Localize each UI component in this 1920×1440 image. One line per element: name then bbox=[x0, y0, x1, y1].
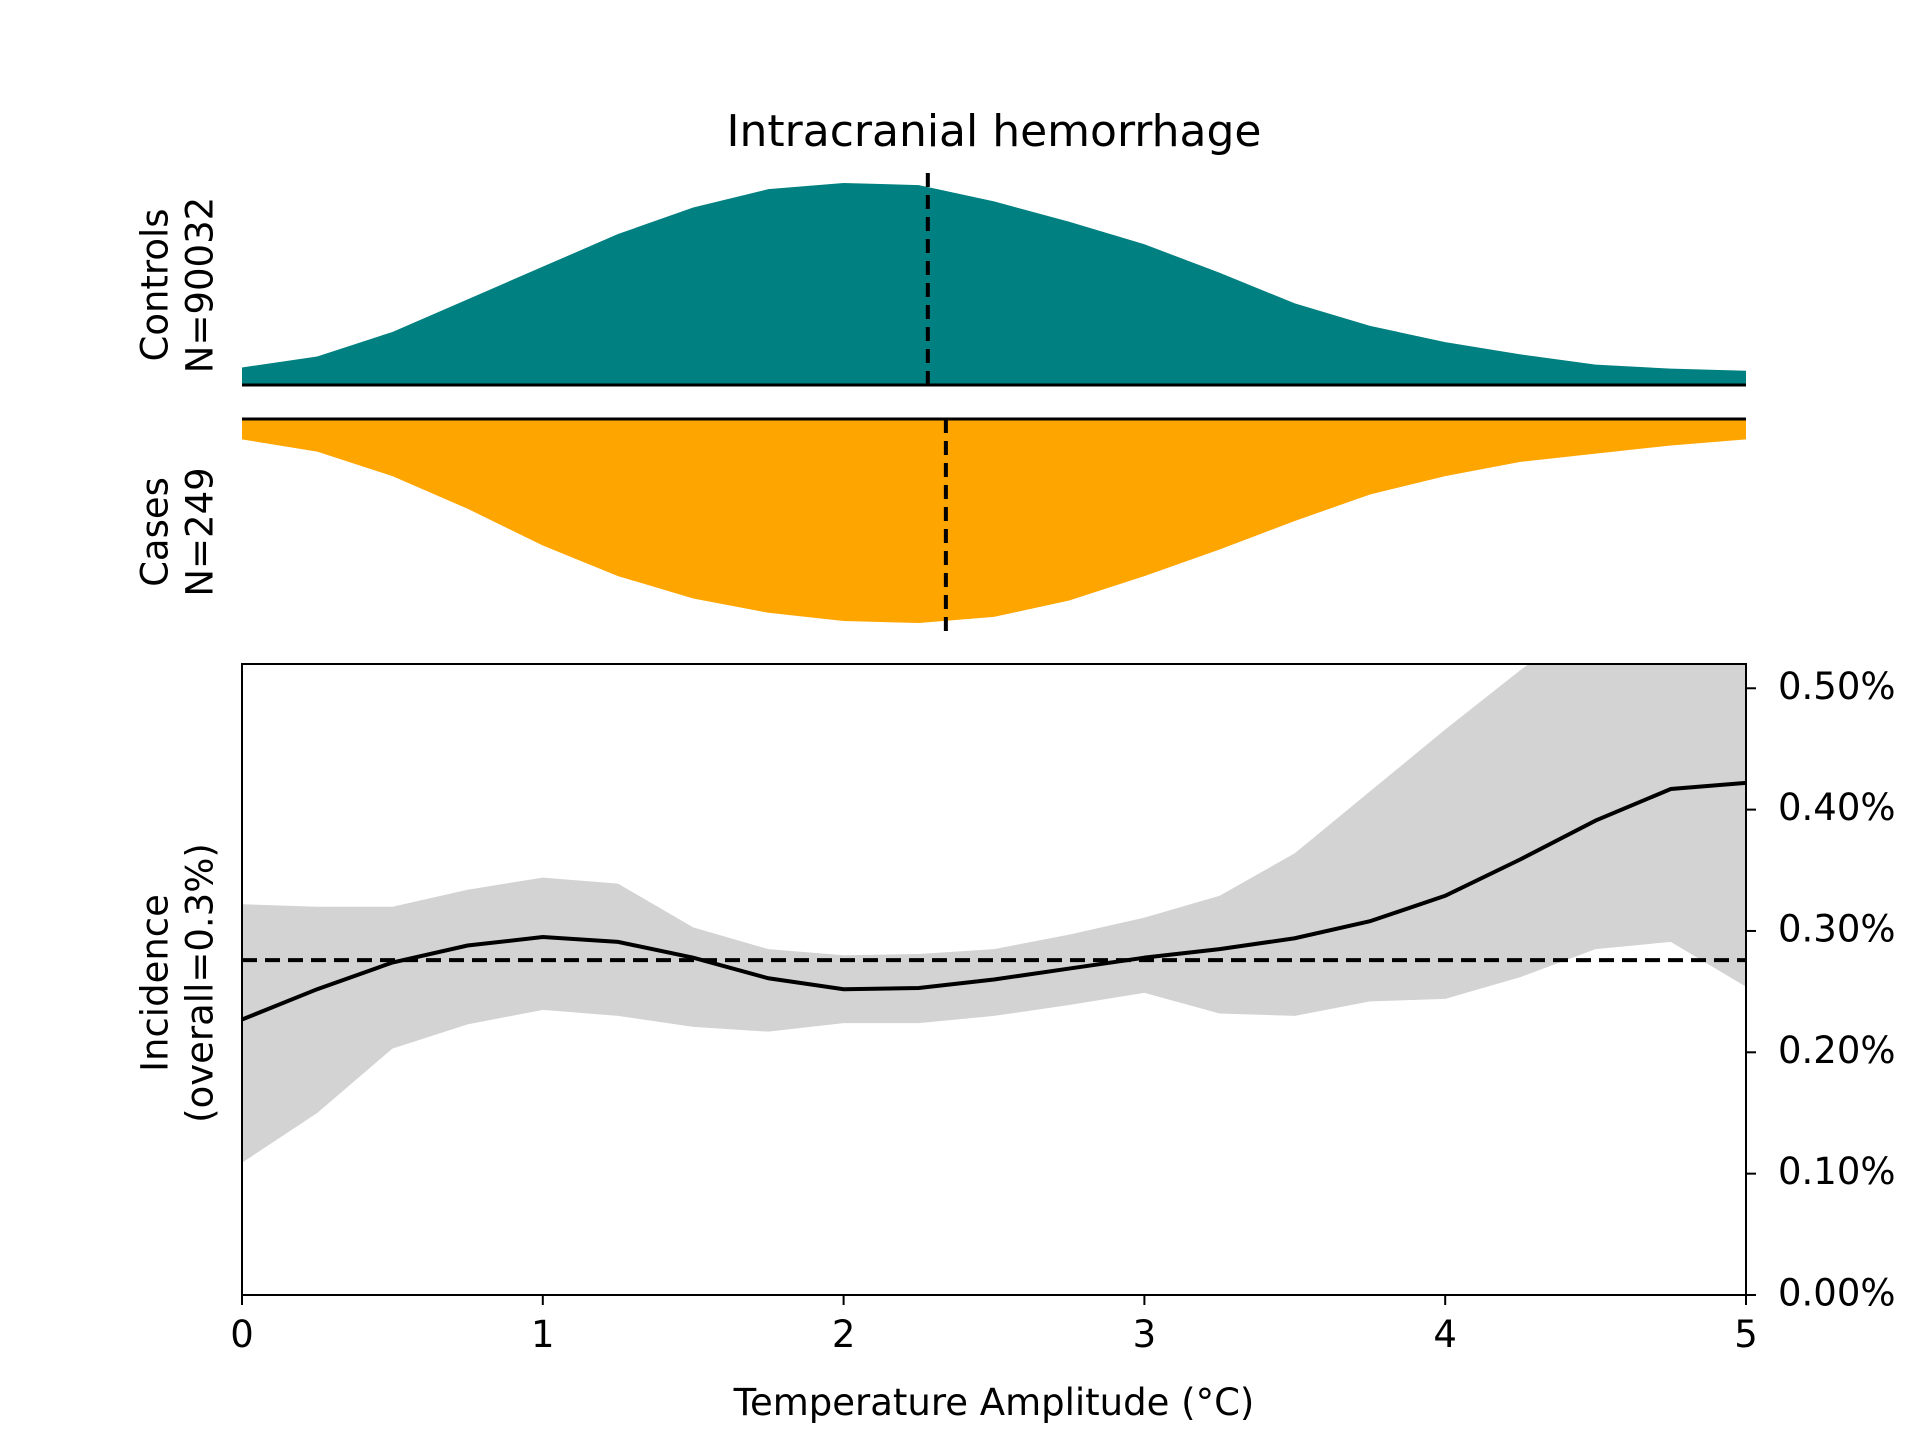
incidence-line bbox=[242, 780, 1746, 1022]
y-tick-label: 0.20% bbox=[1778, 1029, 1896, 1072]
y-axis-label: Incidence bbox=[134, 894, 177, 1072]
x-tick-label: 1 bbox=[531, 1313, 555, 1356]
y-axis-label: Controls bbox=[134, 208, 177, 361]
x-tick-label: 2 bbox=[832, 1313, 856, 1356]
x-tick-label: 4 bbox=[1433, 1313, 1457, 1356]
x-axis-label: Temperature Amplitude (°C) bbox=[733, 1381, 1255, 1424]
plot-area bbox=[242, 664, 1746, 1163]
density-area bbox=[242, 183, 1746, 385]
y-tick-label: 0.30% bbox=[1778, 907, 1896, 950]
y-tick-label: 0.40% bbox=[1778, 786, 1896, 829]
y-tick-label: 0.50% bbox=[1778, 665, 1896, 708]
x-tick-label: 0 bbox=[230, 1313, 254, 1356]
y-axis-label: Cases bbox=[134, 477, 177, 587]
y-tick-label: 0.10% bbox=[1778, 1150, 1896, 1193]
plot-frame bbox=[241, 663, 1747, 1296]
chart-title: Intracranial hemorrhage bbox=[727, 106, 1262, 157]
x-tick-label: 3 bbox=[1133, 1313, 1157, 1356]
y-axis-label: N=249 bbox=[179, 467, 222, 596]
y-axis-label: (overall=0.3%) bbox=[179, 843, 222, 1123]
confidence-band bbox=[242, 664, 1746, 1163]
x-tick-label: 5 bbox=[1734, 1313, 1758, 1356]
density-area bbox=[242, 419, 1746, 623]
y-axis-label: N=90032 bbox=[179, 197, 222, 373]
y-tick-label: 0.00% bbox=[1778, 1272, 1896, 1315]
